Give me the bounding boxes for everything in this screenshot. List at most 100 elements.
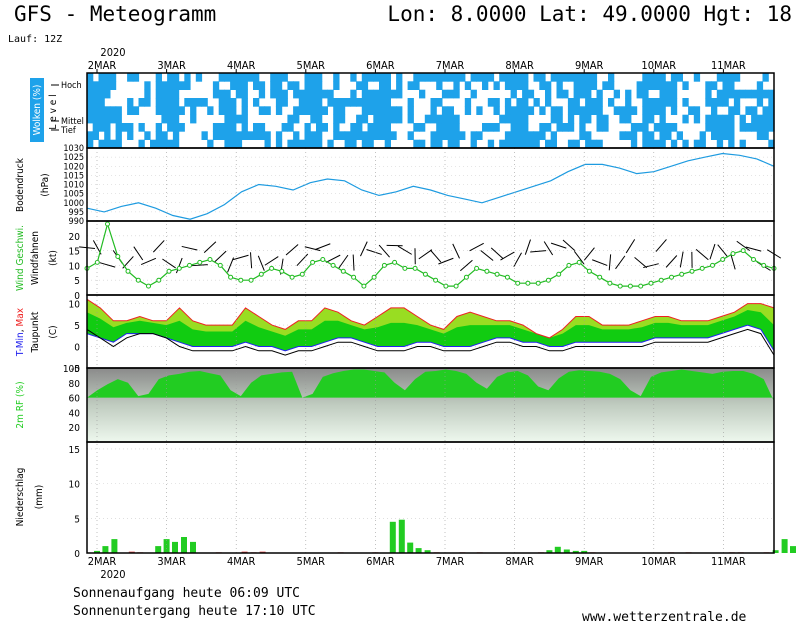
cloud-cell	[619, 106, 626, 115]
cloud-cell	[316, 98, 323, 107]
cloud-cell	[379, 89, 386, 99]
cloud-cell	[676, 131, 683, 140]
cloud-cell	[653, 139, 661, 149]
cloud-cell	[407, 131, 414, 140]
cloud-cell	[92, 106, 99, 115]
cloud-cell	[310, 89, 317, 99]
cloud-cell	[573, 98, 580, 107]
precip-ylabel: Niederschlag	[15, 468, 26, 527]
wind-point	[422, 271, 428, 277]
cloud-cell	[659, 139, 666, 149]
cloud-cell	[298, 89, 306, 99]
cloud-cell	[235, 114, 243, 124]
cloud-cell	[625, 131, 632, 140]
wind-point	[720, 257, 726, 262]
wind-barb	[513, 252, 522, 267]
cloud-cell	[98, 139, 105, 149]
cloud-ylabel: Wolken (%)	[32, 85, 43, 136]
wind-point	[269, 265, 275, 271]
wind-barb	[175, 257, 183, 274]
wind-point	[105, 221, 110, 227]
cloud-cell	[573, 73, 580, 82]
cloud-cell	[373, 89, 380, 99]
cloud-cell	[550, 131, 557, 140]
cloud-cell	[648, 73, 655, 82]
wind-point	[187, 262, 192, 268]
cloud-cell	[739, 89, 746, 99]
cloud-cell	[155, 98, 162, 107]
cloud-cell	[247, 131, 254, 140]
cloud-cell	[487, 123, 495, 132]
cloud-cell	[241, 73, 248, 82]
cloud-cell	[407, 114, 414, 124]
cloud-cell	[762, 131, 769, 140]
cloud-cell	[648, 139, 655, 149]
cloud-cell	[419, 139, 426, 149]
cloud-cell	[275, 81, 283, 90]
cloud-cell	[642, 89, 649, 99]
wind-barb	[257, 255, 265, 271]
wind-point	[176, 265, 182, 271]
precip-bar	[94, 550, 100, 553]
cloud-cell	[493, 123, 500, 132]
cloud-cell	[510, 89, 517, 99]
cloud-cell	[430, 106, 437, 115]
cloud-cell	[361, 114, 369, 124]
cloud-cell	[350, 131, 357, 140]
cloud-cell	[579, 89, 586, 99]
cloud-cell	[235, 81, 243, 90]
temp-unit: (C)	[48, 325, 59, 338]
cloud-cell	[768, 114, 775, 124]
cloud-cell	[390, 106, 397, 115]
cloud-cell	[275, 73, 283, 82]
cloud-cell	[161, 106, 168, 115]
wind-point	[545, 277, 551, 283]
cloud-cell	[510, 106, 517, 115]
cloud-cell	[722, 114, 729, 124]
cloud-cell	[722, 89, 729, 99]
year-label-bottom: 2020	[100, 568, 125, 581]
cloud-cell	[527, 139, 535, 149]
wind-barb	[99, 262, 116, 268]
cloud-cell	[436, 81, 443, 90]
cloud-cell	[516, 73, 523, 82]
cloud-cell	[373, 73, 380, 82]
cloud-cell	[218, 123, 225, 132]
wind-point	[156, 277, 162, 283]
cloud-cell	[230, 114, 237, 124]
wind-point	[443, 283, 449, 289]
cloud-cell	[109, 114, 117, 124]
cloud-cell	[98, 81, 105, 90]
cloud-cell	[98, 106, 105, 115]
label-sep: ,	[15, 327, 26, 333]
cloud-cell	[293, 131, 300, 140]
cloud-cell	[92, 98, 99, 107]
cloud-cell	[510, 139, 517, 149]
cloud-cell	[711, 114, 718, 124]
cloud-cell	[682, 114, 689, 124]
cloud-cell	[716, 89, 724, 99]
cloud-cell	[333, 73, 340, 82]
wind-barb	[181, 245, 198, 251]
cloud-cell	[104, 81, 111, 90]
cloud-cell	[745, 106, 752, 115]
wind-point	[197, 259, 203, 265]
wind-barb	[214, 250, 227, 263]
cloud-cell	[155, 106, 162, 115]
cloud-cell	[567, 123, 575, 132]
temp-tick: 5	[74, 321, 80, 332]
cloud-cell	[241, 89, 248, 99]
cloud-cell	[733, 89, 741, 99]
cloud-cell	[121, 123, 128, 132]
cloud-cell	[132, 106, 140, 115]
cloud-cell	[567, 73, 575, 82]
day-label-bottom: 2MAR	[88, 555, 117, 568]
cloud-cell	[224, 89, 231, 99]
cloud-cell	[104, 123, 111, 132]
wind-barb	[480, 250, 494, 261]
cloud-cell	[167, 73, 174, 82]
cloud-cell	[464, 106, 472, 115]
cloud-cell	[550, 106, 557, 115]
cloud-cell	[476, 131, 483, 140]
precip-bar	[102, 546, 109, 553]
